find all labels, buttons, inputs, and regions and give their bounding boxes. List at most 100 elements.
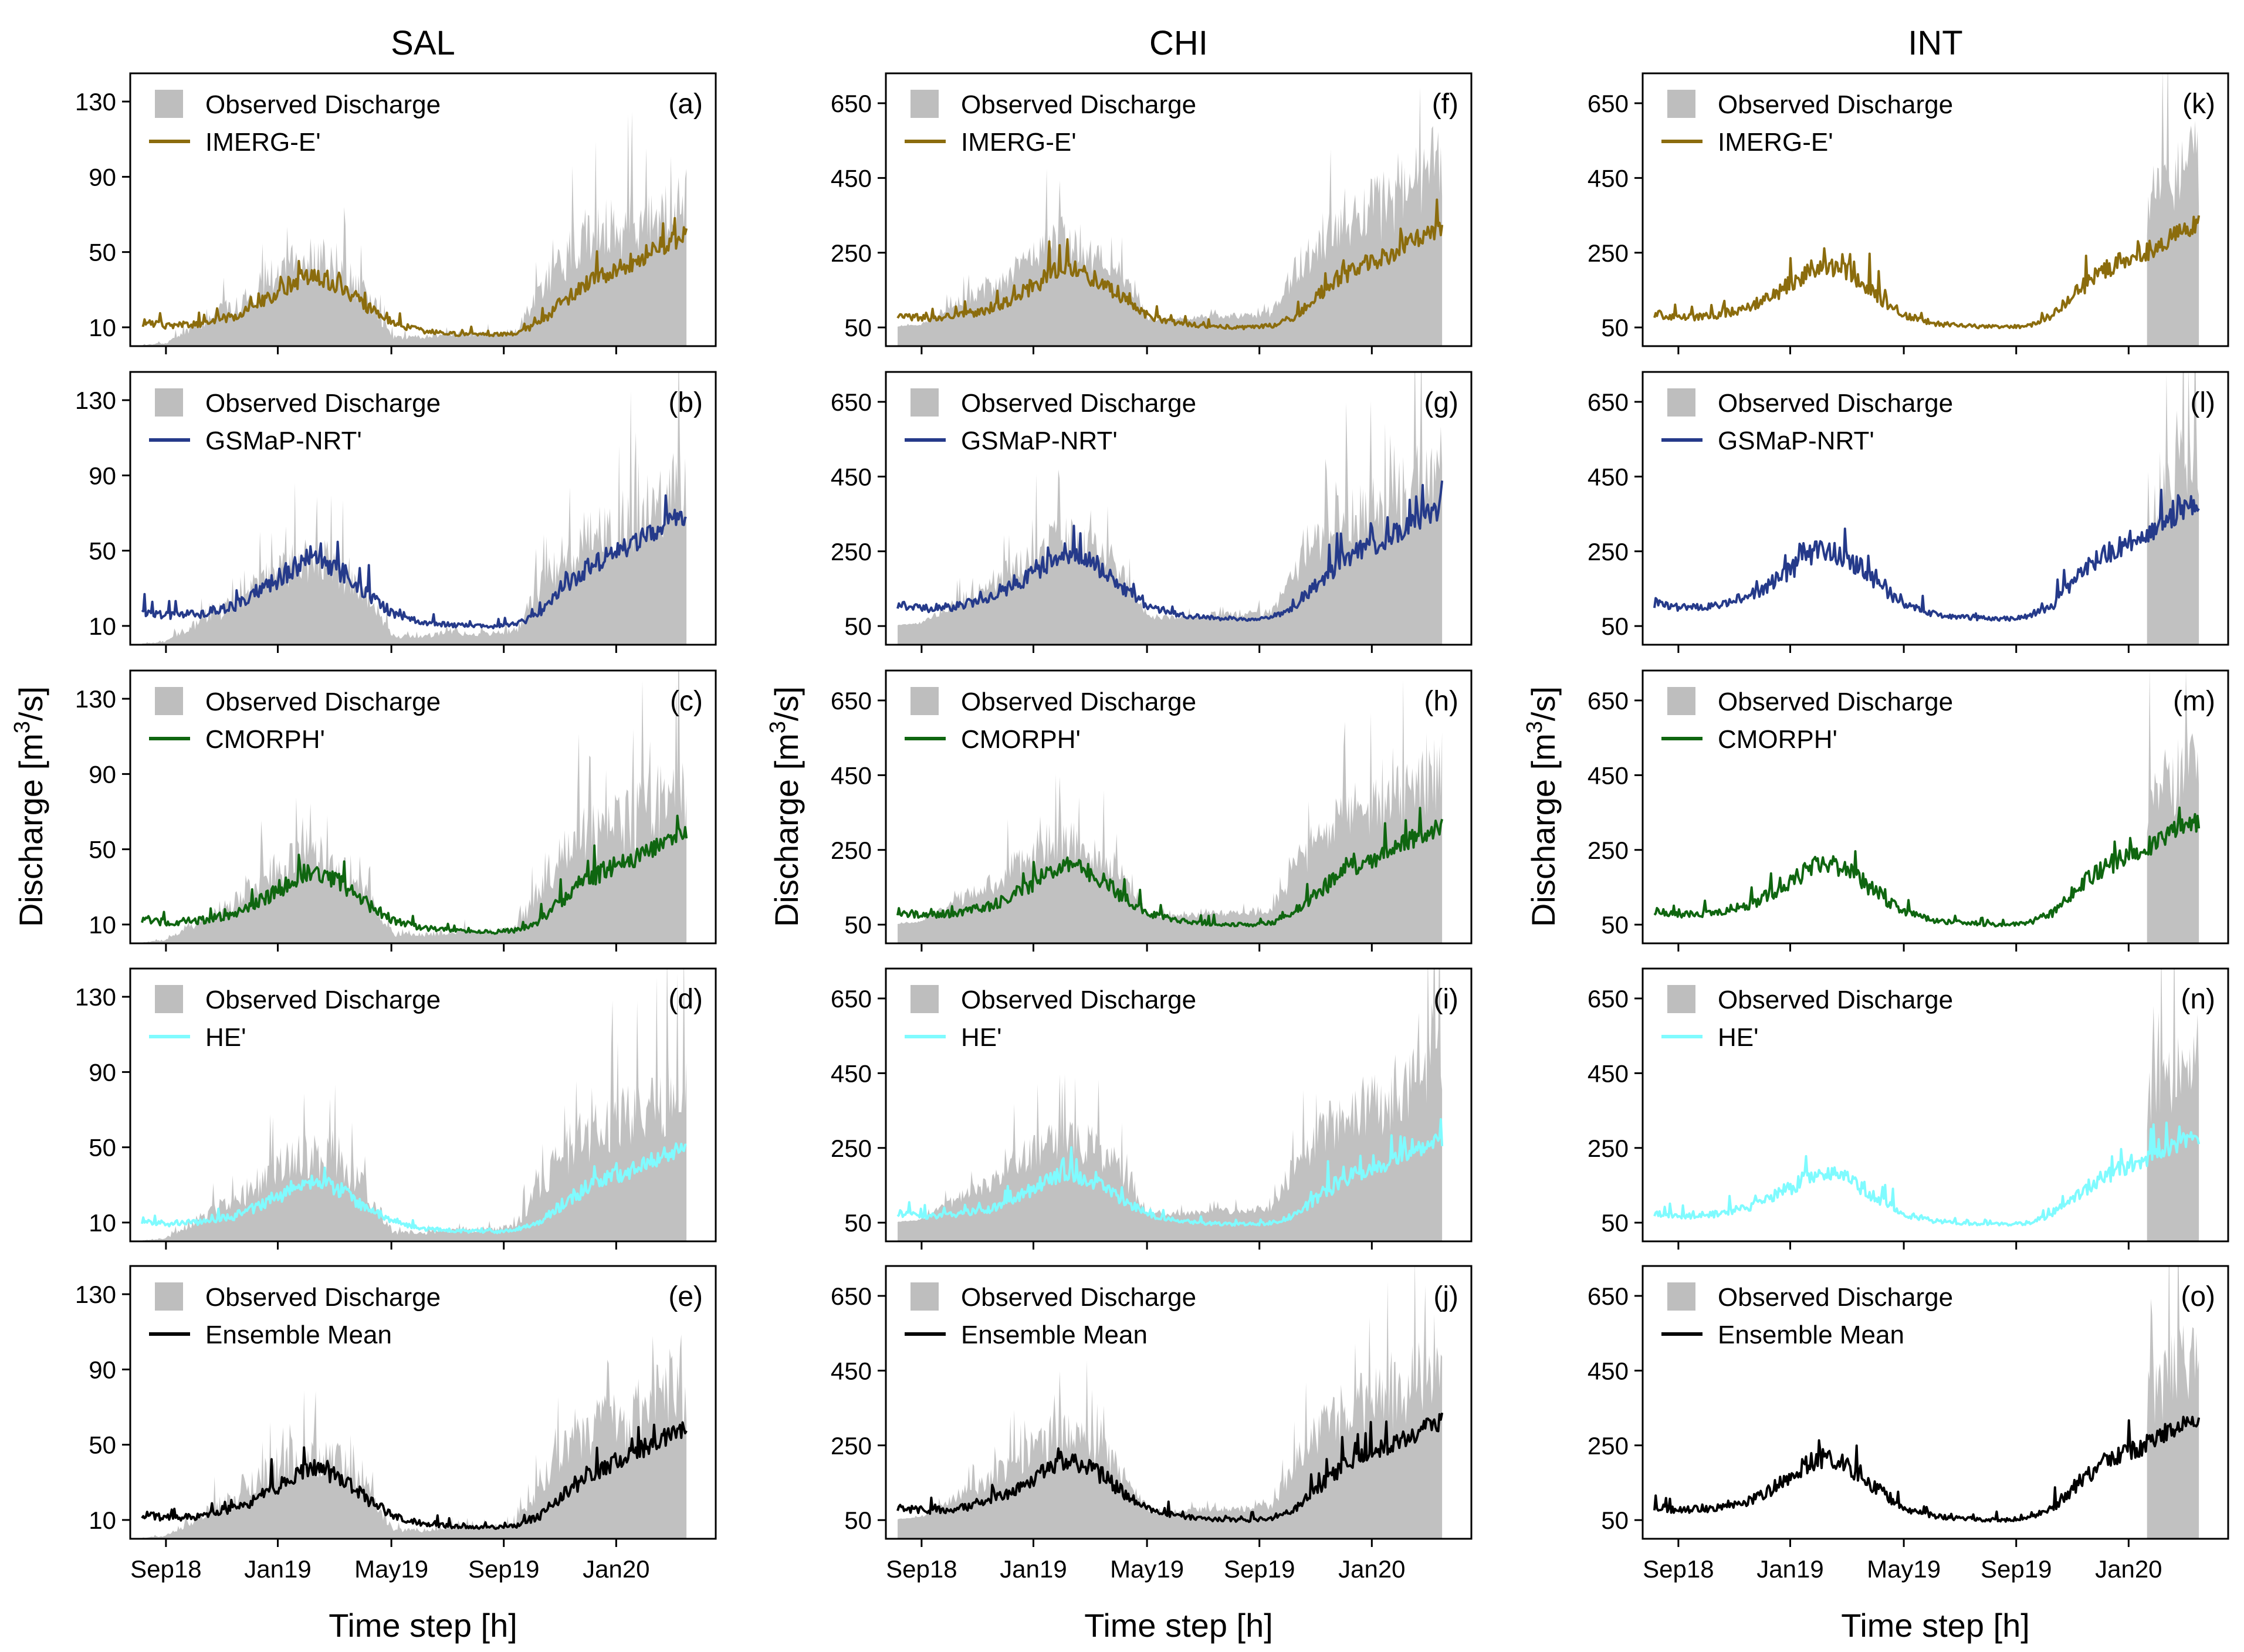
- panel-o: 50 250 450 650 Sep18 Jan19 May19 Sep19 Jan20 Obse…: [1588, 1265, 2229, 1583]
- observed-discharge-area: [142, 969, 687, 1241]
- legend-series-label: CMORPH': [1718, 725, 1837, 754]
- y-tick-label: 250: [1588, 837, 1629, 864]
- y-tick-label: 450: [831, 463, 872, 490]
- y-tick-label: 50: [1601, 612, 1629, 640]
- legend-observed-label: Observed Discharge: [961, 389, 1196, 418]
- panel-letter: (d): [668, 984, 703, 1015]
- y-tick-label: 50: [844, 911, 872, 939]
- panel-letter: (j): [1433, 1281, 1458, 1312]
- legend-observed-swatch: [911, 90, 939, 118]
- legend-observed-swatch: [1667, 388, 1695, 417]
- legend-observed-label: Observed Discharge: [961, 90, 1196, 119]
- x-tick-label: May19: [1110, 1555, 1184, 1583]
- y-tick-label: 50: [844, 1209, 872, 1237]
- legend-observed-swatch: [155, 90, 183, 118]
- x-tick-label: Sep18: [886, 1555, 957, 1583]
- y-tick-label: 250: [831, 1135, 872, 1162]
- legend-series-label: CMORPH': [961, 725, 1081, 754]
- panel-frame: [129, 371, 717, 646]
- y-tick-label: 650: [1588, 90, 1629, 117]
- legend-observed-label: Observed Discharge: [961, 688, 1196, 716]
- panel-d: 10 50 90 130 Observed Discharge HE' (d): [75, 967, 717, 1250]
- series-he-: [141, 1142, 687, 1234]
- series-he-: [1653, 1121, 2201, 1227]
- panel-letter: (c): [670, 686, 703, 717]
- panel-letter: (k): [2182, 89, 2215, 120]
- y-tick-label: 650: [831, 90, 872, 117]
- series-imerg-e-: [1653, 215, 2201, 330]
- legend-series-label: GSMaP-NRT': [1718, 426, 1874, 455]
- observed-discharge-area: [142, 112, 687, 346]
- legend-observed-swatch: [1667, 687, 1695, 715]
- legend-series-label: Ensemble Mean: [205, 1321, 392, 1349]
- panel-i: 50 250 450 650 Observed Discharge HE' (i): [831, 967, 1473, 1250]
- panel-plot-area: [141, 671, 688, 943]
- legend-series-label: Ensemble Mean: [1718, 1321, 1904, 1349]
- y-tick-label: 10: [89, 1209, 116, 1237]
- observed-discharge-area: [142, 1334, 687, 1539]
- y-axis-title: Discharge [m3/s]: [766, 686, 805, 927]
- y-tick-label: 90: [89, 462, 116, 489]
- legend-series-label: IMERG-E': [1718, 128, 1833, 157]
- y-tick-label: 50: [1601, 1507, 1629, 1534]
- panel-frame: [885, 371, 1473, 646]
- panel-frame: [885, 967, 1473, 1243]
- panel-letter: (o): [2181, 1281, 2215, 1312]
- panel-c: 10 50 90 130 Observed Discharge CMORPH' (c): [75, 669, 717, 952]
- legend-series-label: GSMaP-NRT': [961, 426, 1118, 455]
- series-gsmap-nrt-: [1653, 489, 2200, 622]
- panel-plot-area: [1653, 73, 2201, 346]
- series-ensemble-mean: [896, 1412, 1444, 1524]
- x-tick-label: Sep19: [468, 1555, 539, 1583]
- panel-frame: [129, 72, 717, 347]
- legend-observed-label: Observed Discharge: [205, 389, 441, 418]
- panel-letter: (e): [668, 1281, 703, 1312]
- legend-observed-swatch: [911, 1282, 939, 1311]
- y-tick-label: 450: [1588, 463, 1629, 490]
- legend-observed-swatch: [1667, 1282, 1695, 1311]
- y-tick-label: 50: [1601, 911, 1629, 939]
- panel-letter: (b): [668, 387, 703, 418]
- legend-series-label: CMORPH': [205, 725, 325, 754]
- panel-letter: (g): [1424, 387, 1458, 418]
- panel-frame: [1641, 1265, 2229, 1540]
- panel-letter: (n): [2181, 984, 2215, 1015]
- x-tick-label: Sep18: [130, 1555, 201, 1583]
- observed-discharge-area: [2147, 969, 2199, 1241]
- legend-observed-swatch: [911, 687, 939, 715]
- y-tick-label: 50: [1601, 314, 1629, 341]
- y-tick-label: 450: [831, 164, 872, 192]
- y-tick-label: 90: [89, 1356, 116, 1383]
- panel-plot-area: [896, 1266, 1444, 1539]
- legend-observed-swatch: [155, 1282, 183, 1311]
- panel-frame: [885, 1265, 1473, 1540]
- y-tick-label: 450: [1588, 761, 1629, 789]
- observed-discharge-area: [898, 87, 1443, 346]
- observed-discharge-area: [2147, 1266, 2199, 1539]
- legend-series-label: IMERG-E': [961, 128, 1077, 157]
- y-tick-label: 450: [1588, 164, 1629, 192]
- legend-observed-swatch: [155, 687, 183, 715]
- y-tick-label: 50: [89, 1134, 116, 1162]
- y-axis-title: Discharge [m3/s]: [10, 686, 49, 927]
- y-tick-label: 450: [831, 761, 872, 789]
- series-cmorph-: [141, 814, 688, 935]
- panel-j: 50 250 450 650 Sep18 Jan19 May19 Sep19 Jan20 Obse…: [831, 1265, 1473, 1583]
- y-tick-label: 650: [831, 687, 872, 715]
- panel-n: 50 250 450 650 Observed Discharge HE' (n): [1588, 967, 2229, 1250]
- y-tick-label: 10: [89, 1507, 116, 1534]
- panel-plot-area: [141, 969, 687, 1241]
- y-tick-label: 450: [1588, 1059, 1629, 1087]
- y-tick-label: 50: [89, 1431, 116, 1459]
- series-cmorph-: [1653, 806, 2201, 927]
- y-tick-label: 50: [89, 239, 116, 266]
- y-tick-label: 10: [89, 612, 116, 640]
- legend-observed-swatch: [155, 388, 183, 417]
- x-tick-label: Sep19: [1981, 1555, 2052, 1583]
- x-tick-label: Jan20: [583, 1555, 649, 1583]
- x-tick-label: Jan19: [244, 1555, 311, 1583]
- observed-discharge-area: [898, 1266, 1443, 1539]
- series-cmorph-: [896, 807, 1444, 927]
- legend-series-label: GSMaP-NRT': [205, 426, 362, 455]
